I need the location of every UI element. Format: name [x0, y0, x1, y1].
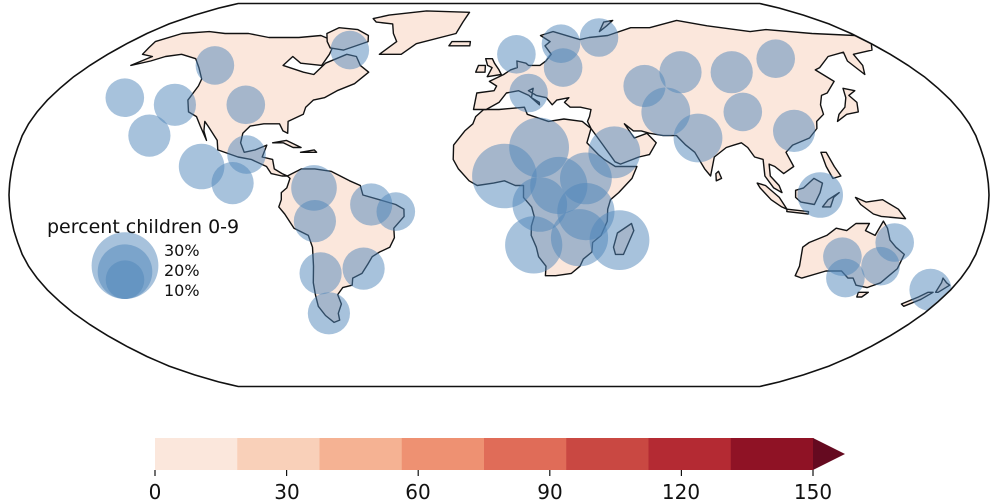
map-panel — [8, 2, 990, 388]
legend-circle-10 — [105, 260, 145, 300]
landmass-ireland — [475, 64, 487, 73]
country-bubble-8 — [211, 162, 254, 205]
country-bubble-43 — [579, 18, 619, 57]
country-bubble-9 — [291, 165, 337, 211]
country-bubble-33 — [673, 113, 723, 163]
landmass-philippines — [820, 151, 842, 180]
country-bubble-11 — [293, 200, 336, 243]
colorbar-bin-1 — [237, 438, 321, 470]
legend-item-20: 20% — [164, 261, 200, 280]
country-bubble-36 — [797, 172, 843, 218]
country-bubble-3 — [153, 83, 196, 126]
landmass-cuba — [271, 139, 302, 149]
colorbar-tick-0: 0 — [149, 480, 162, 500]
colorbar-tick-90: 90 — [537, 480, 562, 500]
country-bubble-4 — [226, 85, 266, 125]
colorbar-bin-3 — [401, 438, 485, 470]
country-bubble-39 — [861, 246, 900, 286]
legend-item-10: 10% — [164, 281, 200, 300]
colorbar-bin-4 — [484, 438, 567, 470]
landmass-great-britain — [485, 58, 502, 78]
colorbar-bin-7 — [730, 438, 814, 470]
legend-item-30: 30% — [164, 241, 200, 260]
country-bubble-44 — [756, 39, 795, 78]
country-bubble-13 — [299, 252, 342, 295]
landmass-japan — [836, 87, 859, 123]
colorbar-tick-60: 60 — [405, 480, 430, 500]
country-bubble-12 — [376, 192, 416, 231]
country-bubble-34 — [723, 92, 763, 132]
country-bubble-0 — [195, 46, 235, 85]
colorbar-tick-labels: 0 30 60 90 120 150 — [149, 480, 832, 500]
colorbar-bin-2 — [319, 438, 403, 470]
country-bubble-1 — [330, 30, 370, 70]
bubble-layer — [105, 18, 952, 335]
colorbar-ticks — [154, 470, 814, 476]
landmass-sumatra — [756, 182, 788, 210]
country-bubble-18 — [509, 73, 548, 113]
landmass-hispaniola — [299, 149, 318, 153]
colorbar-tick-150: 150 — [794, 480, 832, 500]
colorbar-bin-0 — [155, 438, 238, 470]
colorbar-extend-arrow — [813, 438, 845, 470]
country-bubble-28 — [588, 126, 641, 179]
legend-circles — [91, 232, 159, 300]
country-bubble-31 — [710, 51, 753, 94]
country-bubble-41 — [909, 268, 952, 311]
colorbar-bin-5 — [566, 438, 650, 470]
colorbar-cells — [155, 438, 845, 470]
country-bubble-2 — [105, 78, 145, 117]
landmass-new-guinea — [854, 196, 907, 220]
colorbar-tick-120: 120 — [662, 480, 700, 500]
country-bubble-30 — [659, 51, 702, 94]
country-bubble-25 — [505, 216, 563, 274]
country-bubble-14 — [342, 247, 385, 290]
legend-title: percent children 0-9 — [47, 216, 239, 238]
landmass-tasmania — [856, 291, 869, 298]
country-bubble-5 — [128, 114, 171, 157]
landmass-iceland — [448, 40, 472, 47]
landmass-greenland — [372, 10, 471, 55]
colorbar-bin-6 — [648, 438, 732, 470]
colorbar: 0 30 60 90 120 150 — [149, 438, 845, 500]
colorbar-tick-30: 30 — [274, 480, 299, 500]
country-bubble-42 — [541, 24, 581, 63]
map-boundary — [8, 2, 990, 388]
country-bubble-35 — [773, 109, 816, 152]
country-bubble-40 — [826, 258, 865, 298]
landmass-sri-lanka — [715, 170, 723, 182]
country-bubble-16 — [497, 35, 536, 74]
country-bubble-27 — [589, 210, 650, 270]
country-bubble-15 — [307, 292, 350, 335]
bubble-legend: percent children 0-9 30% 20% 10% — [47, 216, 239, 300]
